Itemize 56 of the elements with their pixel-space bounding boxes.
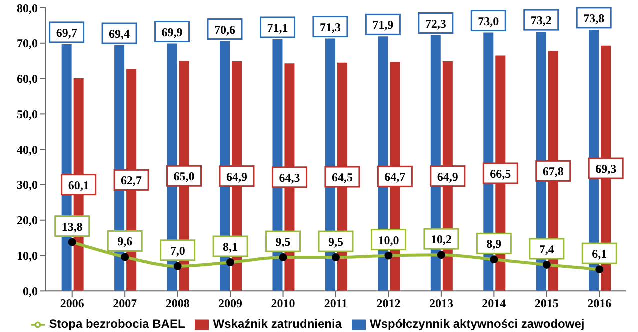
- x-tick-label: 2008: [166, 296, 190, 311]
- data-label: 67,8: [542, 164, 564, 179]
- x-tick-label: 2014: [482, 296, 506, 311]
- x-tick-label: 2006: [60, 296, 84, 311]
- data-label: 73,2: [530, 14, 552, 28]
- legend-label: Stopa bezrobocia BAEL: [49, 317, 186, 332]
- data-label: 64,5: [332, 170, 353, 185]
- data-label: 8,9: [486, 237, 502, 252]
- data-label: 9,5: [276, 235, 291, 250]
- x-tick-label: 2010: [271, 296, 296, 311]
- data-label: 9,5: [328, 235, 344, 250]
- x-tick-label: 2016: [588, 296, 612, 311]
- legend-label: Współczynnik aktywności zawodowej: [370, 317, 585, 332]
- data-label: 64,9: [226, 170, 248, 184]
- x-tick-label: 2012: [376, 296, 401, 311]
- data-label: 10,2: [430, 232, 452, 247]
- data-label: 64,3: [279, 170, 300, 185]
- y-tick-label: 50,0: [17, 107, 38, 122]
- legend-label: Wskaźnik zatrudnienia: [213, 317, 342, 332]
- data-label: 13,8: [62, 220, 83, 234]
- data-label: 71,1: [267, 21, 288, 36]
- data-label: 73,8: [584, 11, 605, 26]
- y-tick-label: 0,0: [23, 284, 38, 298]
- x-tick-label: 2007: [113, 296, 138, 311]
- x-tick-label: 2013: [429, 296, 454, 311]
- data-label: 73,0: [478, 14, 500, 28]
- data-label: 69,7: [56, 26, 78, 40]
- data-label: 69,4: [109, 27, 130, 42]
- data-label: 72,3: [425, 16, 446, 31]
- y-tick-label: 60,0: [17, 72, 38, 86]
- y-tick-label: 20,0: [17, 214, 38, 228]
- y-tick-label: 30,0: [17, 178, 38, 192]
- data-label: 7,0: [170, 244, 186, 258]
- y-tick-label: 70,0: [17, 36, 38, 51]
- data-label: 71,9: [372, 18, 394, 32]
- x-tick-label: 2009: [218, 296, 243, 311]
- data-label: 69,9: [162, 25, 183, 40]
- data-label: 65,0: [174, 170, 195, 184]
- data-label: 70,6: [214, 22, 236, 37]
- data-label: 66,5: [490, 166, 512, 181]
- data-label: 69,3: [596, 162, 617, 176]
- x-tick-label: 2015: [534, 296, 559, 311]
- data-label: 60,1: [68, 178, 90, 192]
- data-label: 7,4: [539, 242, 554, 256]
- y-tick-label: 80,0: [17, 1, 38, 16]
- data-label: 64,7: [384, 170, 406, 184]
- data-label: 62,7: [121, 174, 142, 188]
- y-tick-label: 10,0: [17, 249, 38, 264]
- data-label: 71,3: [320, 20, 341, 34]
- data-label: 64,9: [437, 170, 458, 184]
- y-tick-label: 40,0: [17, 142, 38, 157]
- data-label: 8,1: [223, 240, 238, 254]
- data-label: 10,0: [378, 233, 400, 248]
- data-label: 9,6: [118, 234, 133, 249]
- data-label: 6,1: [592, 247, 608, 262]
- x-tick-label: 2011: [324, 296, 348, 311]
